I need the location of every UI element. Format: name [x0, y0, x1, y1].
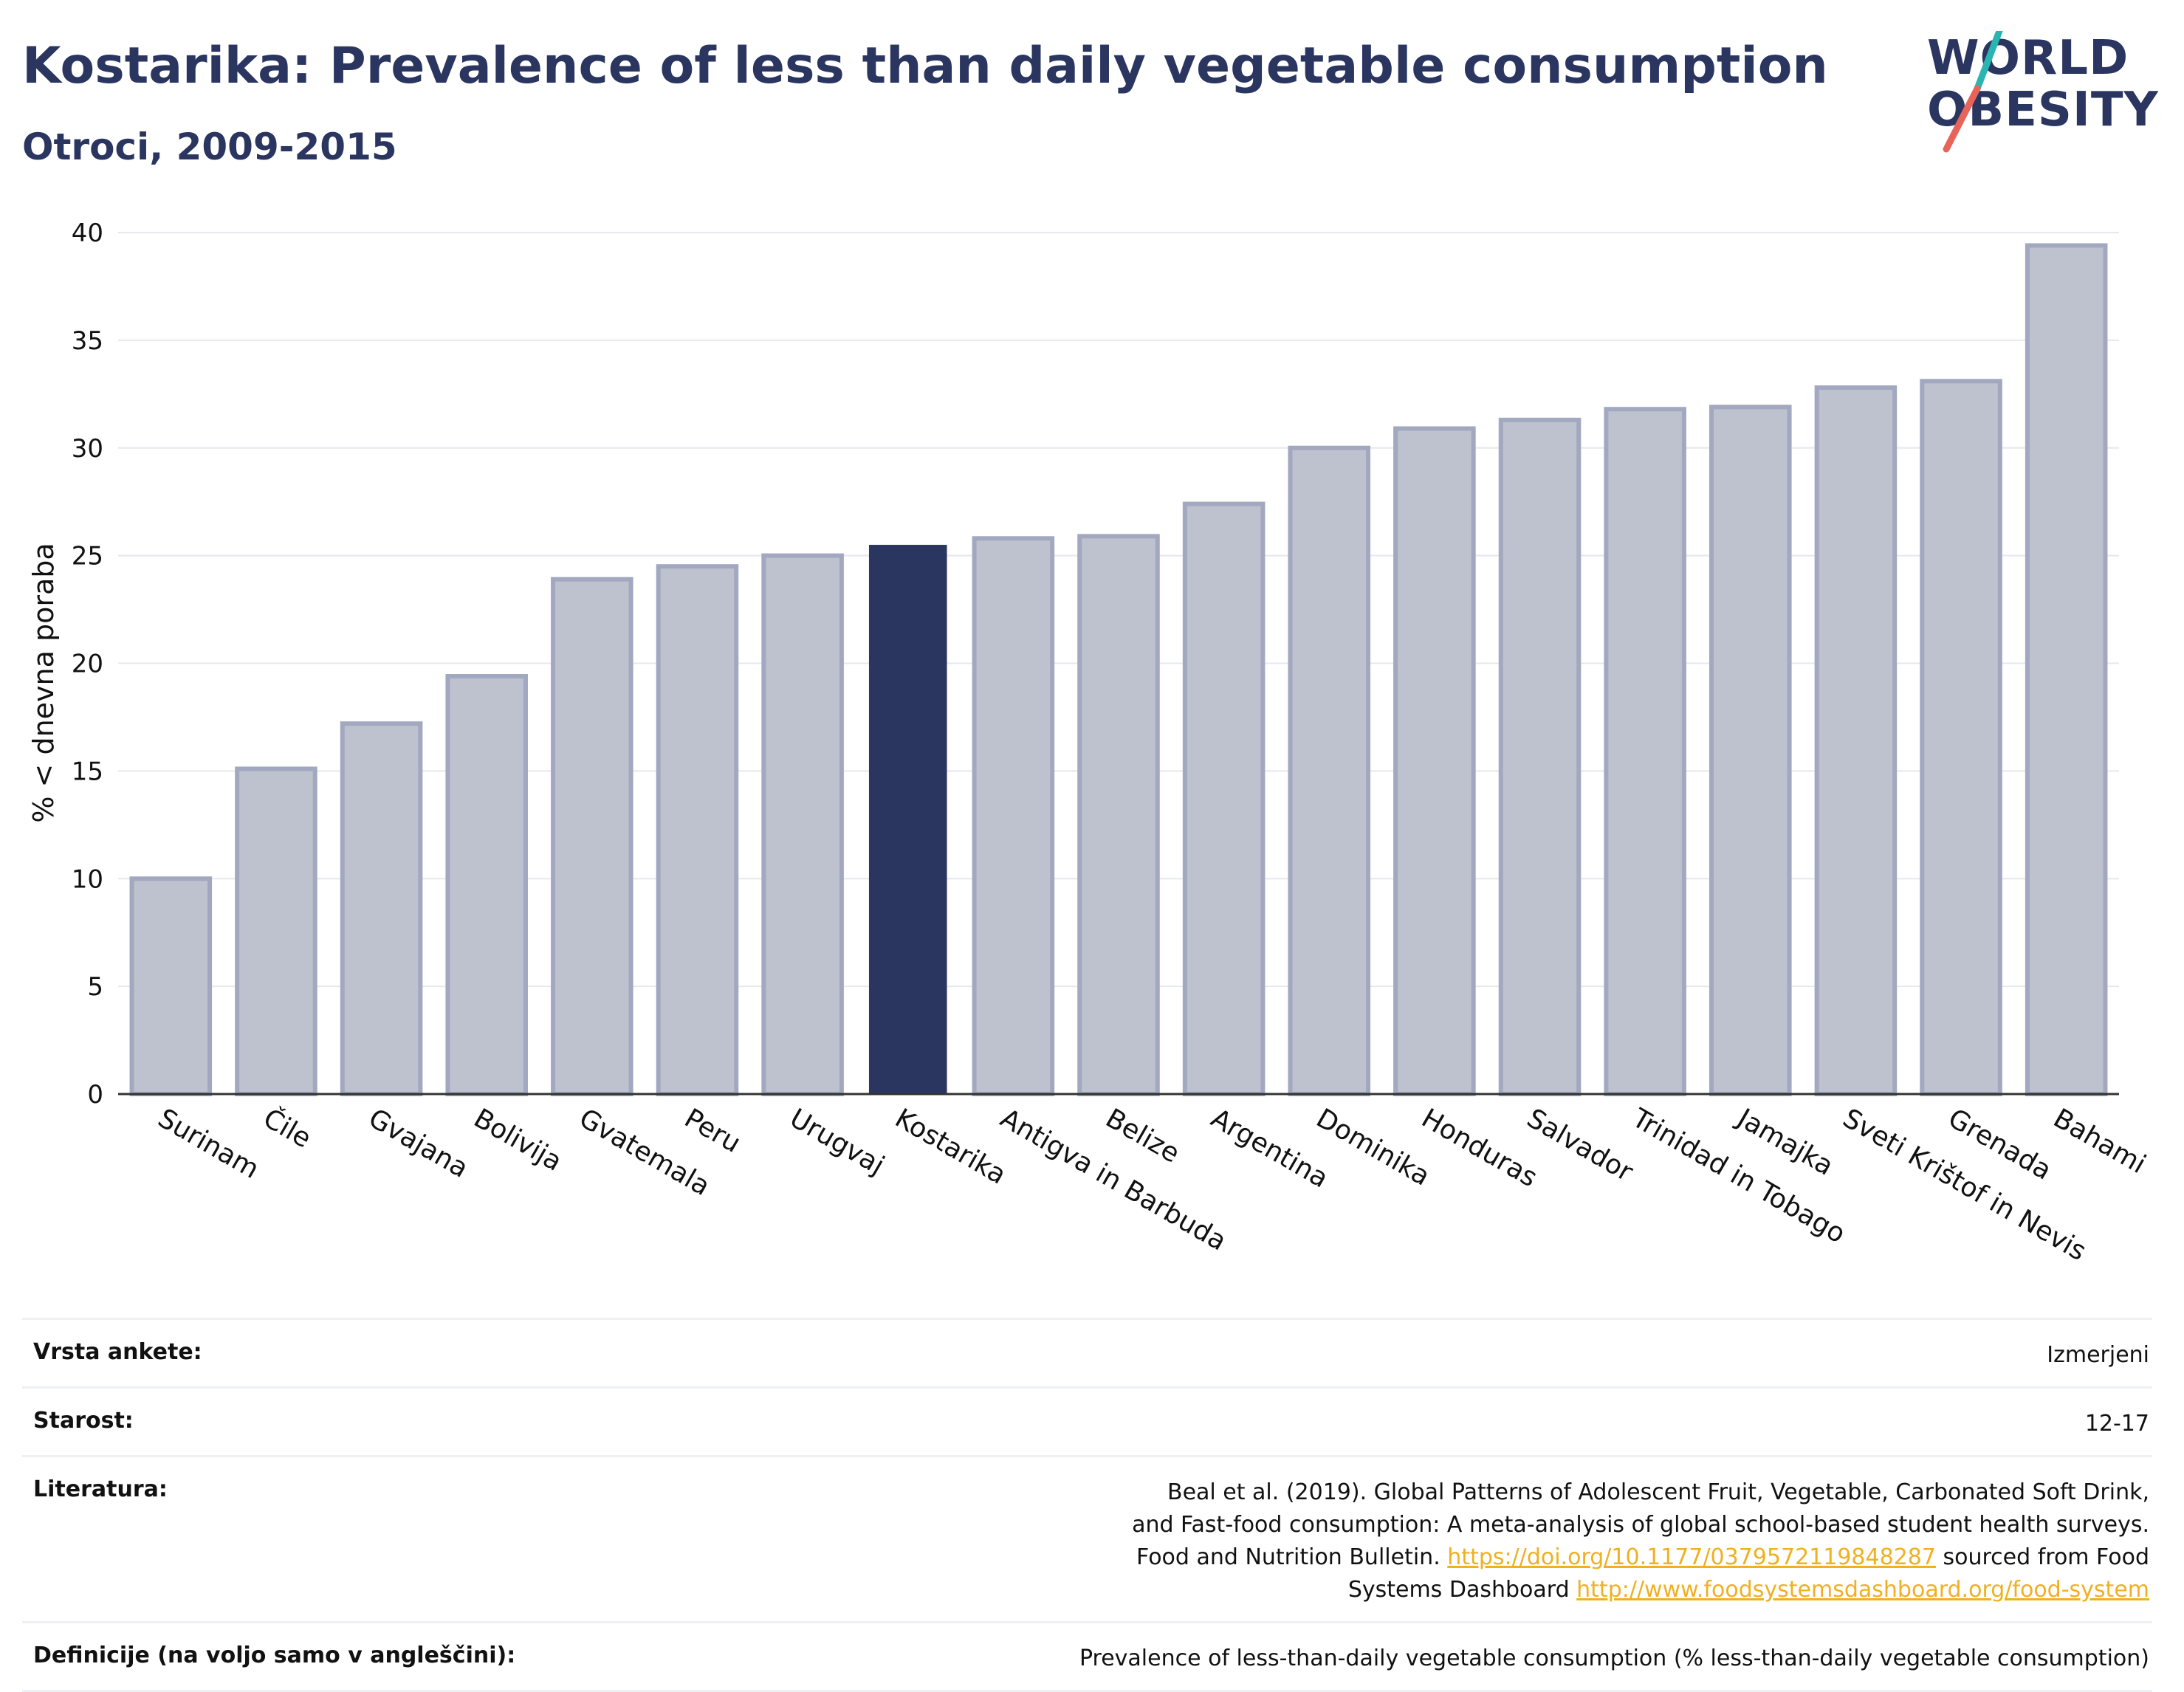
x-tick-label: Peru	[679, 1103, 746, 1159]
x-tick-label: Belize	[1101, 1103, 1185, 1169]
y-tick-label: 35	[72, 326, 103, 356]
age-label: Starost:	[22, 1386, 553, 1457]
bar	[129, 876, 213, 1096]
x-tick-label: Salvador	[1522, 1103, 1638, 1188]
doi-link[interactable]: https://doi.org/10.1177/0379572119848287	[1447, 1544, 1936, 1570]
definitions-label: Definicije (na voljo samo v angleščini):	[22, 1621, 553, 1692]
chart-subtitle: Otroci, 2009-2015	[22, 125, 397, 168]
x-tick-label: Gvajana	[363, 1103, 473, 1184]
y-tick-label: 30	[72, 434, 103, 464]
bar	[1393, 426, 1476, 1096]
y-tick-label: 40	[72, 219, 103, 248]
dashboard-link[interactable]: http://www.foodsystemsdashboard.org/food…	[1576, 1577, 2149, 1603]
bar	[1288, 445, 1371, 1096]
survey-type-value: Izmerjeni	[553, 1318, 2152, 1388]
bars	[129, 243, 2108, 1097]
bar	[1498, 417, 1582, 1096]
bar	[340, 721, 423, 1096]
y-tick-label: 0	[87, 1080, 103, 1110]
x-tick-label: Čile	[258, 1102, 316, 1154]
x-tick-label: Surinam	[153, 1103, 264, 1185]
meta-row-references: Literatura: Beal et al. (2019). Global P…	[22, 1455, 2152, 1623]
age-value: 12-17	[553, 1386, 2152, 1457]
x-tick-label: Kostarika	[890, 1103, 1011, 1190]
meta-row-survey-type: Vrsta ankete: Izmerjeni	[22, 1318, 2152, 1388]
bar	[972, 536, 1055, 1097]
references-source-text: sourced from Food Systems Dashboard	[1347, 1544, 2149, 1603]
bar	[1182, 501, 1266, 1097]
x-tick-label: Dominika	[1311, 1103, 1435, 1191]
bar	[445, 674, 528, 1096]
bar	[2025, 243, 2108, 1096]
bar	[1920, 379, 2002, 1096]
bar-highlighted	[868, 545, 947, 1094]
bar	[656, 564, 739, 1096]
survey-type-label: Vrsta ankete:	[22, 1318, 553, 1388]
bar	[1604, 407, 1686, 1096]
y-axis-label: % < dnevna poraba	[27, 543, 60, 822]
metadata-table: Vrsta ankete: Izmerjeni Starost: 12-17 L…	[22, 1318, 2152, 1692]
bar	[551, 577, 633, 1096]
logo-slash-icon	[1943, 31, 2003, 153]
x-tick-label: Bolivija	[469, 1103, 567, 1177]
references-text: Beal et al. (2019). Global Patterns of A…	[1132, 1479, 2149, 1570]
y-tick-label: 25	[72, 542, 103, 571]
y-tick-label: 15	[72, 757, 103, 786]
bar	[1709, 405, 1792, 1096]
references-label: Literatura:	[22, 1455, 553, 1623]
x-tick-label: Bahami	[2048, 1103, 2151, 1180]
references-value: Beal et al. (2019). Global Patterns of A…	[553, 1455, 2152, 1623]
bar	[235, 766, 317, 1097]
bar	[1814, 385, 1898, 1096]
y-tick-label: 5	[87, 972, 103, 1002]
meta-row-age: Starost: 12-17	[22, 1386, 2152, 1457]
y-tick-label: 20	[72, 650, 103, 679]
x-tick-label: Urugvaj	[785, 1103, 890, 1181]
x-tick-label: Argentina	[1206, 1103, 1333, 1194]
x-tick-label: Honduras	[1416, 1103, 1542, 1193]
definitions-value: Prevalence of less-than-daily vegetable …	[553, 1621, 2152, 1692]
logo-word-world: WORLD	[1927, 31, 2129, 86]
meta-row-definitions: Definicije (na voljo samo v angleščini):…	[22, 1621, 2152, 1692]
bar	[761, 553, 844, 1096]
y-tick-label: 10	[72, 864, 103, 894]
world-obesity-logo: WORLD OBESITY	[1927, 31, 2171, 157]
bar	[1077, 534, 1160, 1096]
chart-title: Kostarika: Prevalence of less than daily…	[22, 37, 1828, 95]
